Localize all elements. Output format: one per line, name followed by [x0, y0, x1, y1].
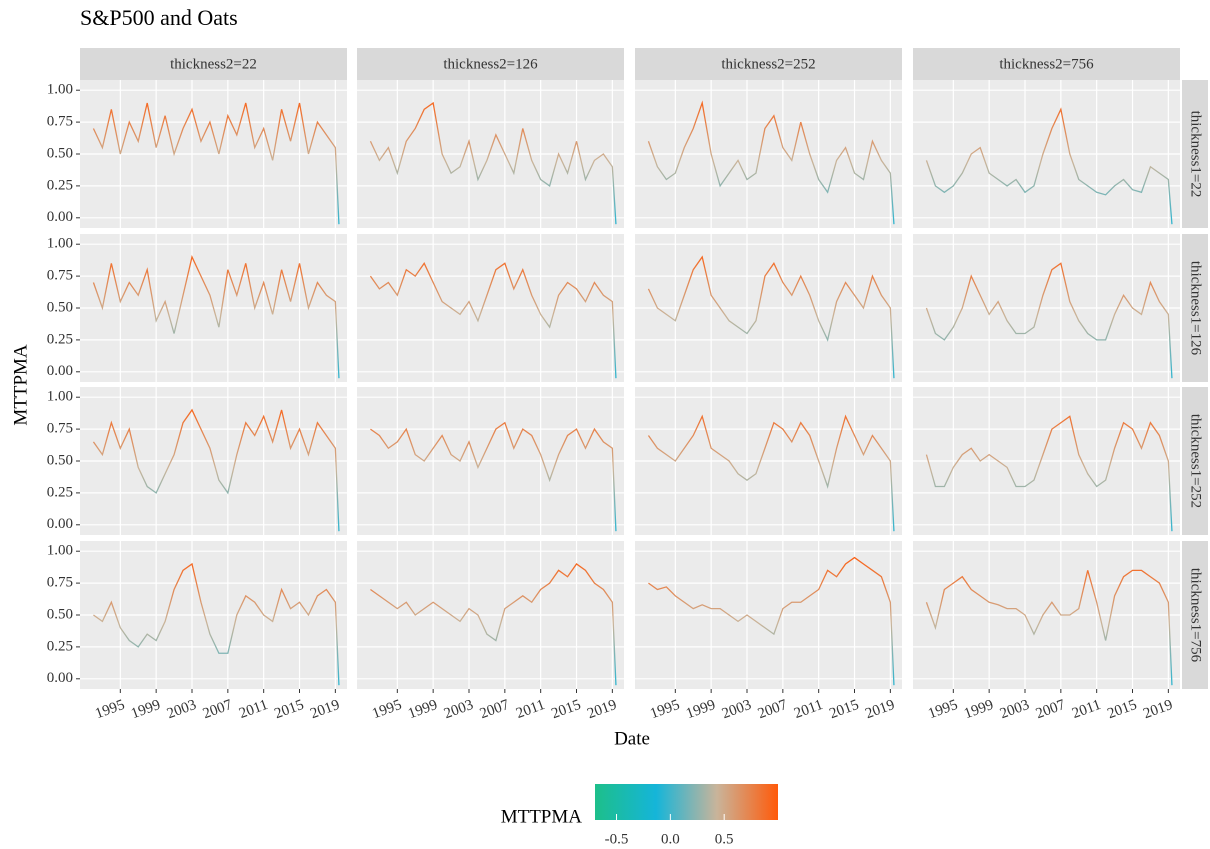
line-series	[647, 100, 895, 225]
facet-label: thickness2=22	[170, 56, 257, 72]
x-tick-label: 2015	[549, 697, 583, 722]
facet-label: thickness1=756	[1188, 568, 1204, 663]
y-tick-label: 1.00	[47, 389, 73, 405]
x-tick-label: 1995	[926, 697, 960, 722]
x-tick-label: 2015	[1105, 697, 1139, 722]
line-series	[925, 262, 1173, 379]
facet-strip	[635, 48, 902, 80]
x-tick-label: 2011	[237, 697, 270, 722]
x-tick-label: 1995	[370, 697, 404, 722]
x-tick-label: 2003	[720, 697, 754, 722]
facet-label: thickness2=252	[721, 56, 815, 72]
y-tick-label: 0.00	[47, 209, 73, 225]
x-tick-label: 2011	[1070, 697, 1103, 722]
y-tick-label: 0.50	[47, 606, 73, 622]
y-tick-label: 0.25	[47, 177, 73, 193]
legend-title: MTTPMA	[501, 806, 583, 827]
legend-tick-label: -0.5	[605, 831, 629, 847]
y-tick-label: 0.75	[47, 268, 73, 284]
y-tick-label: 0.75	[47, 421, 73, 437]
facet-strip	[1182, 541, 1208, 689]
y-tick-label: 0.50	[47, 145, 73, 161]
x-tick-label: 1995	[93, 697, 127, 722]
facet-label: thickness1=22	[1188, 111, 1204, 198]
y-tick-label: 0.25	[47, 331, 73, 347]
facet-label: thickness2=126	[443, 56, 538, 72]
line-series	[648, 556, 895, 686]
x-tick-label: 2007	[756, 697, 790, 722]
line-series	[369, 101, 617, 225]
y-tick-label: 0.50	[47, 452, 73, 468]
y-tick-label: 1.00	[47, 82, 73, 98]
y-tick-label: 1.00	[47, 543, 73, 559]
x-tick-label: 1999	[406, 697, 440, 722]
x-tick-label: 2011	[514, 697, 547, 722]
x-tick-label: 2019	[863, 697, 897, 722]
x-tick-label: 1999	[129, 697, 163, 722]
x-tick-label: 2011	[792, 697, 825, 722]
legend-tick-label: 0.0	[661, 831, 680, 847]
line-series	[647, 414, 895, 532]
line-series	[92, 102, 340, 225]
y-tick-label: 1.00	[47, 236, 73, 252]
y-tick-label: 0.75	[47, 114, 73, 130]
facet-label: thickness1=252	[1188, 414, 1204, 508]
facet-label: thickness2=756	[999, 56, 1094, 72]
facet-strip	[357, 48, 624, 80]
x-tick-label: 2007	[478, 697, 512, 722]
facet-strip	[1182, 387, 1208, 535]
y-axis-title: MTTPMA	[10, 344, 31, 426]
x-tick-label: 2007	[1034, 697, 1068, 722]
x-tick-label: 1995	[648, 697, 682, 722]
chart-title: S&P500 and Oats	[80, 5, 238, 30]
facet-label: thickness1=126	[1188, 261, 1204, 356]
line-series	[647, 255, 895, 379]
y-tick-label: 0.00	[47, 516, 73, 532]
line-series	[925, 415, 1173, 532]
line-series	[93, 562, 340, 686]
x-tick-label: 1999	[962, 697, 996, 722]
facet-strip	[1182, 234, 1208, 382]
line-series	[370, 563, 617, 686]
x-tick-label: 2015	[272, 697, 306, 722]
line-series	[92, 254, 340, 379]
x-tick-label: 2003	[165, 697, 199, 722]
y-tick-label: 0.75	[47, 575, 73, 591]
x-tick-label: 2019	[308, 697, 342, 722]
facet-strip	[913, 48, 1180, 80]
x-tick-label: 2007	[201, 697, 235, 722]
color-bar	[595, 784, 778, 820]
line-series	[92, 408, 340, 532]
y-tick-label: 0.00	[47, 670, 73, 686]
x-tick-label: 1999	[684, 697, 718, 722]
line-series	[370, 421, 617, 532]
x-tick-label: 2019	[585, 697, 619, 722]
x-tick-label: 2019	[1141, 697, 1175, 722]
x-tick-label: 2003	[442, 697, 476, 722]
line-series	[925, 107, 1173, 225]
x-tick-label: 2015	[827, 697, 861, 722]
y-tick-label: 0.00	[47, 363, 73, 379]
legend-tick-label: 0.5	[715, 831, 734, 847]
y-tick-label: 0.25	[47, 484, 73, 500]
line-series	[925, 569, 1173, 686]
x-tick-label: 2003	[998, 697, 1032, 722]
y-tick-label: 0.25	[47, 638, 73, 654]
line-series	[369, 262, 617, 379]
facet-strip	[80, 48, 347, 80]
x-axis-title: Date	[614, 728, 650, 749]
facet-strip	[1182, 80, 1208, 228]
y-tick-label: 0.50	[47, 299, 73, 315]
